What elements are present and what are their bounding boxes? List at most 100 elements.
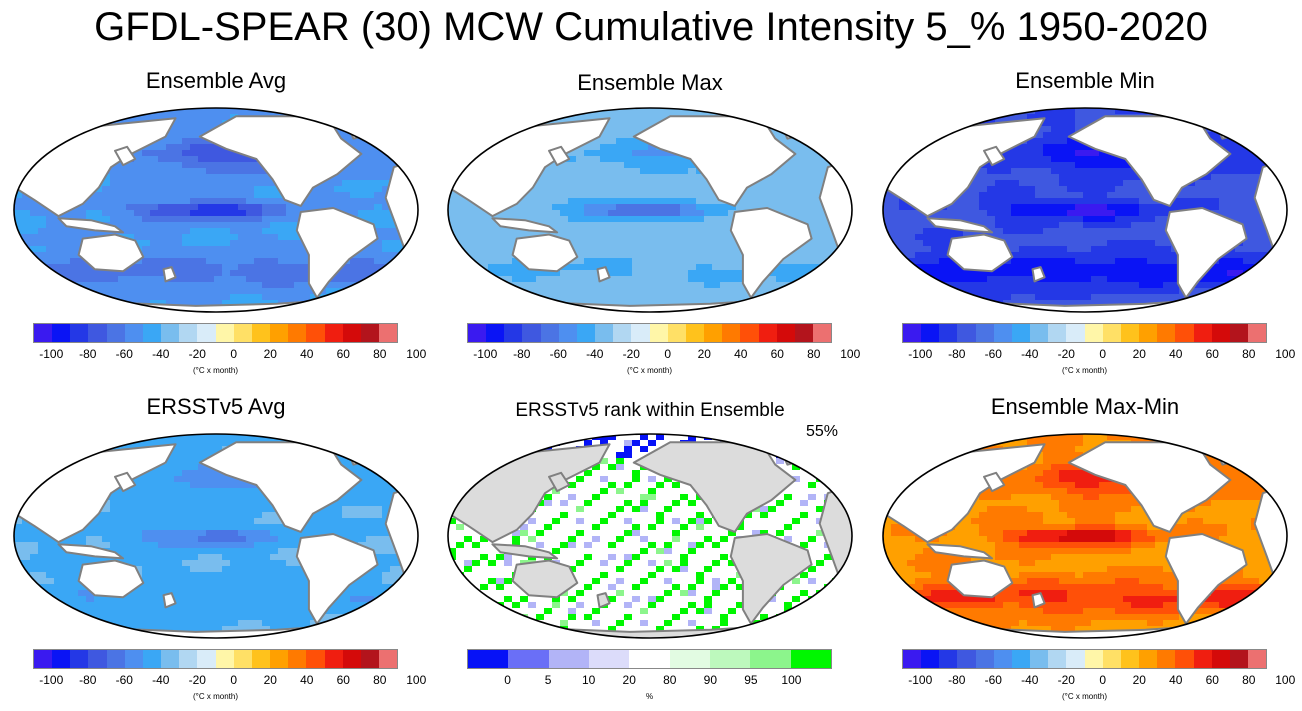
colorbar-tick-label: 60: [336, 347, 350, 361]
colorbar-swatch: [667, 324, 686, 342]
colorbar-tick-label: -20: [622, 347, 640, 361]
colorbar-swatch: [88, 324, 107, 342]
land-samerica: [1164, 207, 1248, 299]
colorbar-swatch: [975, 324, 994, 342]
colorbar-swatch: [70, 324, 89, 342]
colorbar-swatch: [1120, 324, 1140, 342]
colorbar-tick-label: 80: [373, 347, 387, 361]
colorbar-swatch: [270, 324, 289, 342]
colorbar-tick-label: -60: [115, 673, 133, 687]
land-japan: [114, 145, 137, 167]
colorbar-tick-label: -60: [984, 673, 1002, 687]
colorbar-swatch: [921, 324, 940, 342]
colorbar-swatch: [270, 650, 289, 668]
colorbar-swatch: [288, 650, 307, 668]
colorbar-swatch: [52, 650, 71, 668]
colorbar-tick-label: -40: [152, 673, 170, 687]
colorbar-tick-label: 80: [373, 673, 387, 687]
colorbar-tick-label: 100: [406, 673, 427, 687]
panel-title-ensemble-avg: Ensemble Avg: [145, 68, 287, 93]
map-ersstv5-rank: [447, 433, 853, 639]
colorbar-swatch: [1011, 324, 1031, 342]
colorbar-tick-label: -60: [549, 347, 567, 361]
units-label-ersstv5-avg: (°C x month): [193, 692, 238, 701]
colorbar-swatch: [722, 324, 741, 342]
colorbar-tick-label: -100: [39, 673, 64, 687]
land-indonesia: [491, 543, 559, 560]
colorbar-swatch: [903, 324, 922, 342]
colorbar-tick-label: 60: [336, 673, 350, 687]
colorbar-tick-label: -60: [984, 347, 1002, 361]
colorbar-tick-label: -60: [115, 347, 133, 361]
colorbar-tick-label: 95: [744, 673, 758, 687]
map-outline: [447, 107, 853, 313]
colorbar-swatch: [1175, 324, 1194, 342]
colorbar-swatch: [508, 650, 549, 668]
colorbar-tick-label: -100: [473, 347, 498, 361]
colorbar-swatch: [342, 324, 361, 342]
colorbar-swatch: [306, 650, 325, 668]
land-japan: [114, 471, 137, 493]
land-nz: [596, 592, 611, 609]
map-outline: [882, 107, 1288, 313]
land-namerica: [632, 115, 797, 207]
colorbar-swatch: [197, 650, 216, 668]
panel-title-ersstv5-rank: ERSSTv5 rank within Ensemble: [515, 400, 785, 421]
colorbar-swatch: [993, 324, 1012, 342]
colorbar-tick-label: 10: [581, 673, 596, 687]
colorbar-tick-label: -80: [79, 673, 97, 687]
land-australia: [946, 559, 1014, 599]
land-samerica: [729, 533, 813, 625]
colorbar-swatch: [1247, 650, 1267, 668]
panel-title-ersstv5-avg: ERSSTv5 Avg: [146, 394, 286, 419]
colorbar-swatch: [142, 650, 162, 668]
colorbar-ensemble-max: [467, 323, 832, 343]
map-ensemble-avg: [13, 107, 419, 313]
colorbar-swatch: [669, 650, 710, 668]
colorbar-ticks-ensemble-max: -100 -80 -60 -40 -20 0 20 40 60 80 100: [467, 346, 860, 362]
colorbar-swatch: [215, 324, 234, 342]
colorbar-swatch: [957, 324, 976, 342]
colorbar-tick-label: 90: [703, 673, 718, 687]
land-australia: [77, 559, 145, 599]
colorbar-tick-label: -100: [39, 347, 64, 361]
colorbar-swatch: [1139, 324, 1158, 342]
land-samerica: [729, 207, 813, 299]
units-label-ensemble-avg: (°C x month): [193, 366, 238, 375]
colorbar-swatch: [468, 324, 487, 342]
colorbar-swatch: [1066, 650, 1085, 668]
colorbar-swatch: [1193, 324, 1212, 342]
land-japan: [983, 471, 1006, 493]
land-australia: [946, 233, 1014, 273]
map-outline: [13, 107, 419, 313]
colorbar-swatch: [1193, 650, 1212, 668]
colorbar-ticks-ensemble-min: -100 -80 -60 -40 -20 0 20 40 60 80 100: [902, 346, 1295, 362]
land-samerica: [295, 533, 379, 625]
colorbar-swatch: [758, 324, 777, 342]
colorbar-tick-label: 100: [406, 347, 427, 361]
colorbar-swatch: [704, 324, 723, 342]
land-namerica: [1067, 441, 1232, 533]
map-outline: [882, 433, 1288, 639]
map-outline: [13, 433, 419, 639]
colorbar-swatch: [88, 650, 107, 668]
colorbar-tick-label: -80: [79, 347, 97, 361]
colorbar-swatch: [588, 650, 630, 668]
colorbar-swatch: [124, 650, 143, 668]
colorbar-swatch: [750, 650, 791, 668]
colorbar-tick-label: -100: [908, 673, 933, 687]
units-label-ensemble-max: (°C x month): [627, 366, 672, 375]
colorbar-tick-label: -100: [908, 347, 933, 361]
units-label-ensemble-max-min: (°C x month): [1062, 692, 1107, 701]
colorbar-swatch: [34, 324, 53, 342]
colorbar-swatch: [939, 650, 958, 668]
land-nz: [162, 592, 177, 609]
colorbar-swatch: [812, 324, 832, 342]
colorbar-swatch: [558, 324, 577, 342]
land-australia: [511, 233, 579, 273]
colorbar-swatch: [106, 650, 125, 668]
land-samerica: [1164, 533, 1248, 625]
colorbar-swatch: [468, 650, 509, 668]
colorbar-swatch: [993, 650, 1012, 668]
colorbar-swatch: [486, 324, 505, 342]
